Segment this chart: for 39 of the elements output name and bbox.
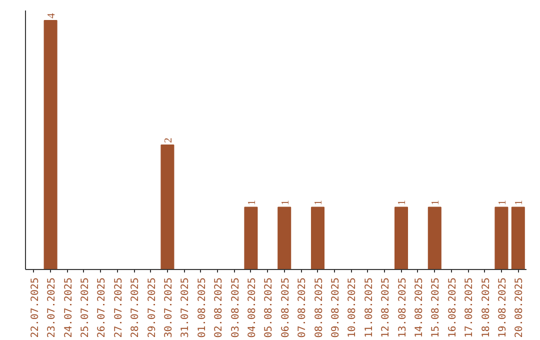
- x-tick-label: 01.08.2025: [196, 277, 208, 338]
- x-tick-label: 25.07.2025: [80, 277, 91, 338]
- x-tick-label: 06.08.2025: [280, 277, 292, 338]
- x-tick-label: 05.08.2025: [264, 277, 275, 338]
- data-label: 1: [314, 200, 325, 206]
- data-label: 4: [46, 12, 58, 18]
- data-label: 1: [514, 200, 526, 206]
- x-tick-label: 09.08.2025: [330, 277, 342, 338]
- x-tick-label: 19.08.2025: [497, 277, 508, 338]
- x-tick-label: 17.08.2025: [464, 277, 476, 338]
- x-tick-label: 03.08.2025: [230, 277, 242, 338]
- x-tick-label: 10.08.2025: [347, 277, 358, 338]
- x-tick-label: 11.08.2025: [364, 277, 375, 338]
- x-tick-label: 27.07.2025: [113, 277, 124, 338]
- x-tick-label: 20.08.2025: [514, 277, 526, 338]
- x-tick-label: 28.07.2025: [130, 277, 142, 338]
- x-tick-label: 14.08.2025: [414, 277, 425, 338]
- x-tick-label: 31.07.2025: [180, 277, 192, 338]
- x-tick-label: 26.07.2025: [96, 277, 108, 338]
- x-tick-label: 23.07.2025: [46, 277, 58, 338]
- data-label: 2: [163, 138, 174, 143]
- x-tick-label: 02.08.2025: [214, 277, 225, 338]
- data-label: 1: [246, 200, 258, 206]
- x-tick-label: 15.08.2025: [430, 277, 442, 338]
- x-tick-label: 30.07.2025: [163, 277, 174, 338]
- x-tick-label: 04.08.2025: [246, 277, 258, 338]
- x-tick-label: 16.08.2025: [447, 277, 458, 338]
- x-tick-label: 18.08.2025: [480, 277, 492, 338]
- x-tick-label: 24.07.2025: [63, 277, 74, 338]
- x-tick-label: 22.07.2025: [30, 277, 41, 338]
- x-tick-label: 08.08.2025: [314, 277, 325, 338]
- x-tick-label: 29.07.2025: [146, 277, 158, 338]
- x-tick-label: 13.08.2025: [397, 277, 408, 338]
- data-label: 1: [397, 200, 408, 206]
- x-tick-label: 12.08.2025: [380, 277, 392, 338]
- data-label: 1: [497, 200, 508, 206]
- data-label: 1: [280, 200, 292, 206]
- data-label: 1: [430, 200, 442, 206]
- x-tick-label: 07.08.2025: [297, 277, 308, 338]
